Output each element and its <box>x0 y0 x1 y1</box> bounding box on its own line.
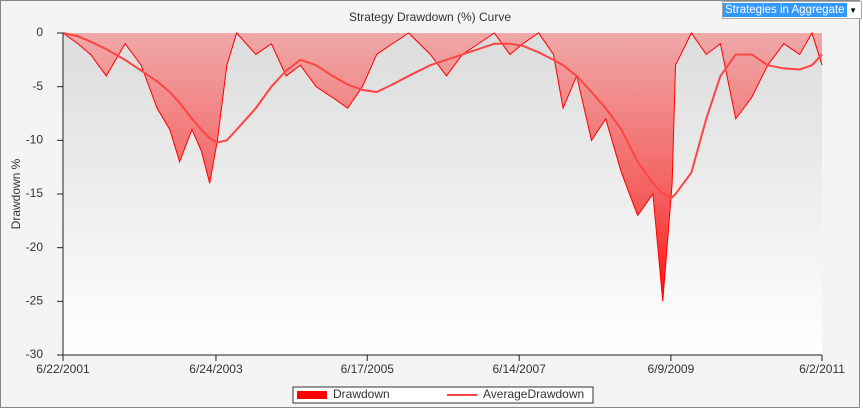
legend-label: Drawdown <box>333 387 390 401</box>
y-tick-label: -10 <box>26 133 44 147</box>
x-tick-label: 6/9/2009 <box>648 362 695 376</box>
legend-label: AverageDrawdown <box>483 387 584 401</box>
selector-value[interactable]: Strategies in Aggregate <box>723 3 847 17</box>
x-tick-label: 6/17/2005 <box>341 362 395 376</box>
dropdown-arrow[interactable]: ▼ <box>849 5 857 15</box>
drawdown-line <box>62 31 823 302</box>
y-tick-label: -25 <box>26 294 44 308</box>
legend-swatch <box>297 391 327 399</box>
x-tick-label: 6/2/2011 <box>799 362 845 376</box>
x-tick-label: 6/24/2003 <box>189 362 243 376</box>
y-tick-label: -20 <box>26 240 44 254</box>
strategy-selector[interactable]: Strategies in Aggregate ▼ <box>722 1 862 19</box>
x-tick-label: 6/14/2007 <box>492 362 546 376</box>
y-axis-label: Drawdown % <box>9 158 23 229</box>
legend-box <box>292 386 594 404</box>
average-line <box>62 32 823 199</box>
y-tick-label: -15 <box>26 186 44 200</box>
y-tick-label: -30 <box>26 347 44 361</box>
y-tick-label: -5 <box>32 79 43 93</box>
y-tick-label: 0 <box>36 25 43 39</box>
chart-title: Strategy Drawdown (%) Curve <box>349 10 511 24</box>
drawdown-area <box>63 33 822 302</box>
x-tick-label: 6/22/2001 <box>36 362 90 376</box>
